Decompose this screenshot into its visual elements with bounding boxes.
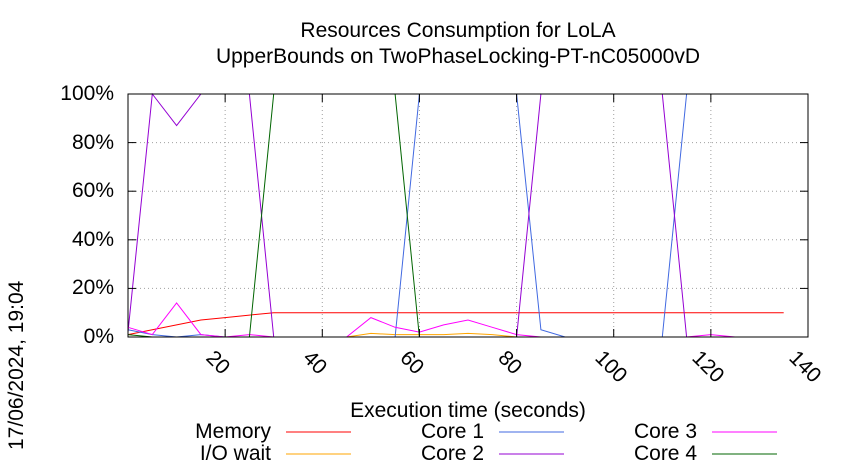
- series-lines: [127, 92, 784, 338]
- y-tick-label: 0%: [83, 325, 114, 348]
- series-line-memory: [127, 312, 784, 336]
- y-tick-label: 100%: [60, 82, 114, 105]
- y-tick-label: 20%: [71, 276, 114, 300]
- series-line-core-2: [127, 92, 784, 338]
- legend-label: Core 3: [633, 420, 697, 443]
- y-tick-label: 40%: [71, 227, 114, 251]
- chart-subtitle: UpperBounds on TwoPhaseLocking-PT-nC0500…: [215, 45, 701, 68]
- legend-label: Memory: [195, 420, 271, 443]
- legend-label: Core 4: [633, 442, 697, 465]
- y-tick-label: 80%: [71, 130, 114, 154]
- y-tick-label: 60%: [71, 179, 114, 203]
- legend-swatches: [286, 431, 777, 455]
- legend-label: I/O wait: [199, 442, 271, 465]
- grid-lines: [128, 94, 808, 337]
- timestamp: 17/06/2024, 19:04: [5, 280, 28, 450]
- series-line-core-4: [127, 93, 784, 338]
- chart-title: Resources Consumption for LoLA: [300, 19, 616, 42]
- plot-frame: [127, 93, 809, 338]
- legend-label: Core 1: [420, 420, 484, 443]
- legend-label: Core 2: [420, 442, 484, 465]
- x-axis-label: Execution time (seconds): [350, 399, 586, 422]
- series-line-core-1: [127, 93, 784, 338]
- tick-marks: [128, 93, 809, 338]
